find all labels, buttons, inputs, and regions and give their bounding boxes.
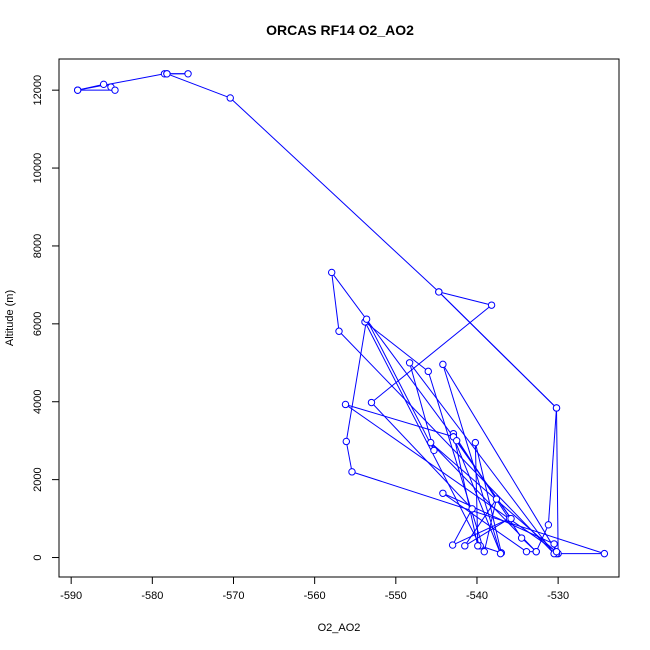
data-point [424, 367, 432, 376]
data-point [111, 86, 119, 94]
data-point [480, 547, 488, 556]
data-point [342, 437, 351, 446]
data-point [452, 436, 461, 445]
series-segment [331, 272, 454, 438]
data-point [439, 360, 447, 369]
series-segment [338, 330, 555, 554]
data-point [184, 70, 192, 78]
data-point [435, 288, 443, 296]
data-point [367, 398, 376, 407]
series-segment [331, 272, 340, 332]
data-point [487, 301, 496, 309]
series-segment [77, 73, 165, 91]
series-segment [345, 404, 557, 553]
data-point [163, 70, 171, 78]
data-point [335, 327, 343, 335]
data-point [492, 495, 501, 503]
series-segment [371, 402, 473, 510]
series-segment [364, 321, 481, 547]
series-segment [474, 442, 502, 553]
data-point [507, 514, 515, 523]
data-point [600, 549, 609, 558]
x-axis: -590 -580 -570 -560 -550 -540 -530 [60, 576, 569, 602]
x-tick-label: -540 [466, 590, 488, 602]
data-point [474, 542, 482, 550]
plot-area [58, 58, 620, 578]
y-axis-label: Altitude (m) [4, 290, 16, 346]
series-segment [345, 441, 353, 472]
x-tick-label: -530 [547, 590, 569, 602]
series-segment [438, 291, 557, 409]
y-tick-label: 4000 [32, 389, 44, 413]
y-tick-label: 0 [32, 554, 44, 560]
data-point [405, 359, 414, 367]
data-point [427, 438, 435, 447]
data-point [348, 468, 356, 476]
series-segment [229, 97, 440, 293]
data-point [522, 547, 531, 556]
series-segment [452, 518, 510, 546]
data-point [552, 547, 561, 556]
y-tick-label: 6000 [32, 312, 44, 336]
data-point [544, 521, 553, 529]
data-point [99, 80, 108, 89]
data-point [552, 404, 561, 412]
x-tick-label: -550 [385, 590, 407, 602]
data-point [532, 547, 540, 556]
data-point [471, 438, 480, 447]
series-segment [364, 321, 429, 372]
series-segment [556, 407, 559, 554]
data-point [448, 541, 457, 549]
series-segment [345, 319, 368, 442]
y-tick-label: 12000 [32, 75, 44, 106]
series-segment [442, 364, 501, 554]
x-tick-label: -580 [141, 590, 163, 602]
data-point [327, 268, 336, 277]
y-axis: 0 2000 4000 6000 8000 10000 12000 [32, 75, 60, 561]
data-point [468, 505, 476, 513]
data-point [517, 534, 526, 542]
data-point [341, 400, 350, 409]
data-point [439, 489, 447, 497]
series-segment [351, 471, 605, 555]
x-axis-label: O2_AO2 [318, 622, 361, 634]
series-segment [452, 433, 479, 546]
y-tick-label: 2000 [32, 467, 44, 491]
data-point [550, 540, 558, 548]
series-segment [409, 362, 555, 554]
data-point [430, 446, 438, 455]
data-point [73, 86, 82, 94]
data-point [362, 315, 371, 323]
series-segment [409, 362, 435, 451]
data-point [461, 542, 469, 550]
series-segment [345, 403, 454, 438]
x-tick-label: -560 [304, 590, 326, 602]
series-segment [371, 304, 492, 403]
y-tick-label: 10000 [32, 153, 44, 184]
series-segment [464, 518, 510, 547]
series-segment [366, 318, 435, 451]
data-point [496, 549, 505, 558]
series-layer [73, 70, 609, 558]
x-tick-label: -590 [60, 590, 82, 602]
series-segment [452, 508, 473, 546]
series-segment [442, 492, 555, 545]
series-segment [464, 498, 497, 547]
series-segment [438, 291, 492, 306]
series-segment [456, 440, 512, 519]
series-segment [547, 407, 558, 525]
series-segment [427, 371, 485, 552]
x-tick-label: -570 [222, 590, 244, 602]
series-segment [442, 492, 527, 553]
y-tick-label: 8000 [32, 234, 44, 258]
data-point [226, 94, 234, 102]
series-segment [452, 436, 501, 554]
series-segment [442, 364, 557, 552]
chart-title: ORCAS RF14 O2_AO2 [266, 22, 414, 38]
series-segment [166, 73, 231, 99]
